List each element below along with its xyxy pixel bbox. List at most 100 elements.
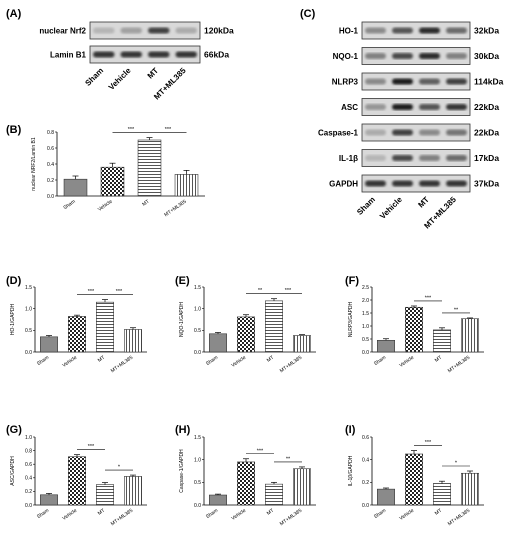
significance-label: * xyxy=(118,465,121,471)
panel-label: (F) xyxy=(345,275,359,287)
panel-label: (D) xyxy=(6,275,22,287)
blot-panel-a: (A) nuclear Nrf2 120kDa Lamin B1 66kDa Sham Ve… xyxy=(6,8,234,101)
bar xyxy=(405,453,423,506)
significance-label: * xyxy=(455,461,458,467)
blot-strip xyxy=(361,98,471,116)
bar xyxy=(433,329,451,353)
bar xyxy=(40,494,58,506)
blot-strip xyxy=(89,21,201,40)
blot-band xyxy=(148,27,170,34)
panel-label: (A) xyxy=(6,8,22,20)
blot-row-label: ASC xyxy=(341,103,358,112)
blot-band xyxy=(392,53,413,59)
x-tick-label: Sham xyxy=(205,508,219,520)
significance-label: *** xyxy=(116,289,123,295)
x-tick-label: Sham xyxy=(373,355,387,367)
blot-row-label: NLRP3 xyxy=(332,78,359,87)
blot-lane-label: Vehicle xyxy=(378,195,404,221)
bar xyxy=(433,483,451,506)
blot-band xyxy=(446,180,467,187)
blot-band xyxy=(392,104,413,110)
x-tick-label: MT+ML385 xyxy=(279,355,303,375)
x-tick-label: MT+ML385 xyxy=(447,355,471,375)
y-tick-label: 1.0 xyxy=(362,324,369,330)
panel-label: (I) xyxy=(345,424,356,436)
blot-strip xyxy=(361,174,471,193)
x-tick-label: MT xyxy=(266,355,275,364)
blot-band xyxy=(365,104,386,110)
bar xyxy=(209,333,227,353)
blot-band xyxy=(93,27,115,34)
blot-strip xyxy=(361,47,471,65)
blot-strip xyxy=(89,45,201,64)
y-tick-label: 0.5 xyxy=(194,480,201,486)
blot-band xyxy=(175,51,197,58)
blot-band xyxy=(175,27,197,34)
blot-band xyxy=(365,53,386,59)
bar xyxy=(237,316,255,353)
y-tick-label: 0.4 xyxy=(47,162,54,168)
bar xyxy=(100,166,125,197)
blot-band xyxy=(419,53,440,59)
blot-band xyxy=(120,51,142,58)
bar xyxy=(96,484,114,506)
x-tick-label: Vehicle xyxy=(398,355,415,369)
x-tick-label: MT+ML385 xyxy=(447,508,471,528)
y-axis-label: HO-1/GAPDH xyxy=(10,304,16,336)
x-tick-label: MT+ML385 xyxy=(110,508,134,528)
blot-band xyxy=(365,78,386,85)
bar xyxy=(237,461,255,506)
blot-row-label: HO-1 xyxy=(339,27,359,36)
x-tick-label: MT xyxy=(141,199,150,208)
chart-h: (H) 0.0 0.5 1.0 1.5 Caspase-1/GAPDH Sham Vehicl… xyxy=(175,424,316,527)
y-tick-label: 0.4 xyxy=(25,476,32,482)
blot-band xyxy=(392,27,413,34)
panel-label: (H) xyxy=(175,424,191,436)
blot-band xyxy=(446,53,467,59)
blot-kda-label: 66kDa xyxy=(204,50,229,60)
blot-band xyxy=(392,129,413,136)
x-tick-label: Vehicle xyxy=(61,355,78,369)
y-tick-label: 2.0 xyxy=(362,298,369,304)
y-tick-label: 0.0 xyxy=(25,503,32,509)
blot-band xyxy=(392,180,413,187)
blot-band xyxy=(446,104,467,110)
bar xyxy=(174,174,199,197)
blot-row-label: IL-1β xyxy=(339,154,358,163)
x-tick-label: MT+ML385 xyxy=(163,199,187,219)
y-tick-label: 0.8 xyxy=(25,448,32,454)
blot-kda-label: 120kDa xyxy=(204,26,234,36)
x-tick-label: Vehicle xyxy=(398,508,415,522)
y-tick-label: 0.6 xyxy=(25,462,32,468)
blot-kda-label: 32kDa xyxy=(474,26,499,36)
significance-label: *** xyxy=(425,440,432,446)
y-tick-label: 1.0 xyxy=(194,457,201,463)
y-tick-label: 0.2 xyxy=(47,178,54,184)
blot-strip xyxy=(361,123,471,142)
bar xyxy=(137,139,162,197)
y-axis-label: nuclear NRF2/Lamin B1 xyxy=(31,137,37,191)
blot-strip xyxy=(361,149,471,167)
blot-band xyxy=(148,51,170,58)
blot-band xyxy=(365,27,386,34)
significance-label: *** xyxy=(88,444,95,450)
blot-kda-label: 37kDa xyxy=(474,179,499,189)
bar xyxy=(68,456,86,506)
bar xyxy=(377,488,395,506)
x-tick-label: MT xyxy=(97,355,106,364)
y-tick-label: 0.4 xyxy=(362,457,369,463)
blot-kda-label: 30kDa xyxy=(474,51,499,61)
y-tick-label: 1.0 xyxy=(25,435,32,441)
blot-panel-c: (C) HO-1 32kDa NQO-1 30kDa NLRP3 114kDa ASC 22kD… xyxy=(300,8,504,230)
y-tick-label: 0.0 xyxy=(25,350,32,356)
blot-band xyxy=(419,104,440,110)
bar xyxy=(124,329,142,353)
x-tick-label: Sham xyxy=(36,508,50,520)
blot-kda-label: 17kDa xyxy=(474,153,499,163)
blot-band xyxy=(365,129,386,136)
y-axis-label: IL-1β/GAPDH xyxy=(348,455,354,486)
blot-kda-label: 114kDa xyxy=(474,77,504,87)
significance-label: *** xyxy=(128,127,135,133)
y-tick-label: 0.0 xyxy=(194,350,201,356)
